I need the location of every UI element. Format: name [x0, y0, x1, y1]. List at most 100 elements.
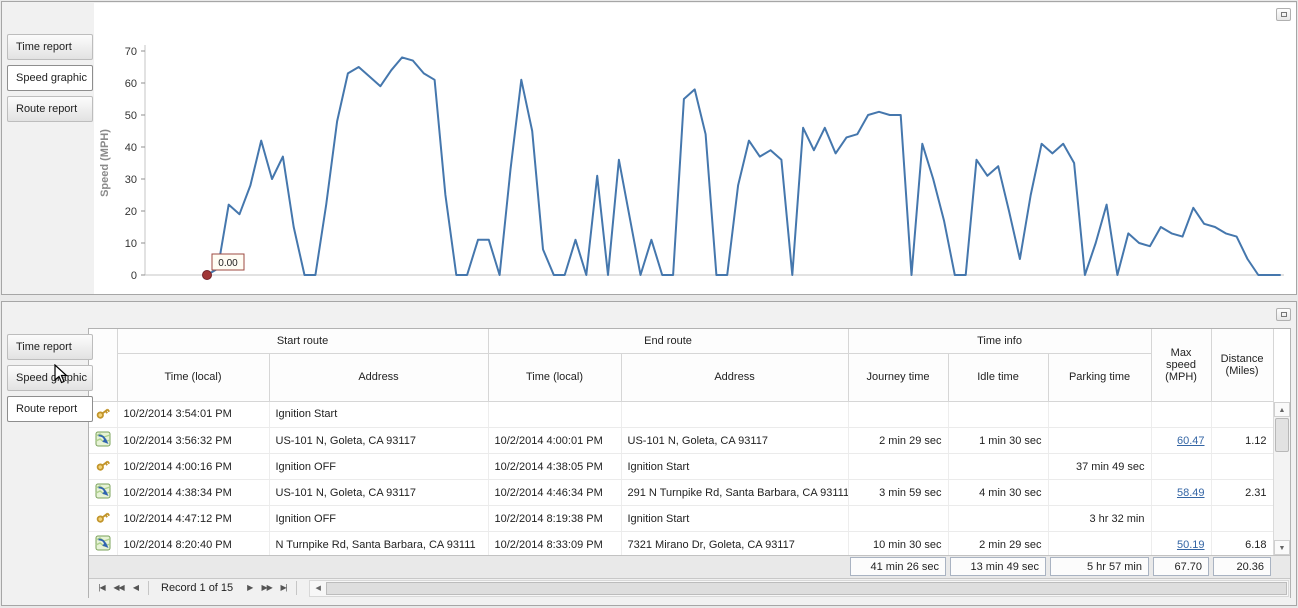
- start-address-cell: US-101 N, Goleta, CA 93117: [269, 479, 489, 506]
- end-time-cell: 10/2/2014 4:46:34 PM: [488, 479, 622, 506]
- table-row[interactable]: 10/2/2014 4:47:12 PM Ignition OFF 10/2/201…: [89, 505, 1273, 532]
- tab-label: Speed graphic: [16, 72, 87, 84]
- vertical-scrollbar[interactable]: ▲ ▼: [1273, 402, 1290, 555]
- journey-time-cell: 2 min 29 sec: [848, 427, 949, 454]
- column-header-parking-time[interactable]: Parking time: [1048, 353, 1152, 402]
- svg-text:20: 20: [125, 206, 137, 218]
- column-header-journey-time[interactable]: Journey time: [848, 353, 949, 402]
- summary-distance: 20.36: [1213, 557, 1271, 576]
- start-time-cell: 10/2/2014 3:54:01 PM: [117, 401, 270, 428]
- end-address-cell: Ignition Start: [621, 505, 849, 532]
- group-header-time-info[interactable]: Time info: [848, 329, 1152, 354]
- journey-time-cell: [848, 453, 949, 480]
- route-report-panel: Time report Speed graphic Route report S…: [1, 301, 1297, 606]
- column-header-start-address[interactable]: Address: [269, 353, 489, 402]
- start-time-cell: 10/2/2014 8:20:40 PM: [117, 531, 270, 555]
- tab-time-report[interactable]: Time report: [7, 34, 93, 60]
- speed-graphic-panel: 0 10 20 30 40 50 60 70 Speed (MPH) 0.00 Time repo…: [1, 1, 1297, 295]
- distance-cell: 1.12: [1211, 427, 1273, 454]
- vertical-scroll-thumb[interactable]: [1275, 418, 1289, 452]
- icon-column-header: [89, 329, 118, 402]
- parking-time-cell: [1048, 531, 1152, 555]
- svg-text:50: 50: [125, 110, 137, 122]
- next-record-button[interactable]: ▶: [247, 583, 253, 592]
- horizontal-scroll-thumb[interactable]: [326, 581, 1287, 595]
- max-speed-cell: [1151, 453, 1212, 480]
- table-row[interactable]: 10/2/2014 8:20:40 PM N Turnpike Rd, Santa…: [89, 531, 1273, 555]
- start-address-cell: Ignition Start: [269, 401, 489, 428]
- table-row[interactable]: 10/2/2014 4:38:34 PM US-101 N, Goleta, CA…: [89, 479, 1273, 506]
- column-header-max-speed[interactable]: Max speed (MPH): [1151, 329, 1212, 402]
- collapse-icon: [1280, 12, 1287, 17]
- end-address-cell: [621, 401, 849, 428]
- group-header-start-route[interactable]: Start route: [117, 329, 489, 354]
- grid-body-viewport: 10/2/2014 3:54:01 PM Ignition Start 10/2/2…: [89, 401, 1273, 555]
- svg-text:10: 10: [125, 238, 137, 250]
- column-header-distance[interactable]: Distance (Miles): [1211, 329, 1274, 402]
- top-panel-collapse-button[interactable]: [1276, 8, 1291, 21]
- end-time-cell: 10/2/2014 8:33:09 PM: [488, 531, 622, 555]
- bottom-panel-collapse-button[interactable]: [1276, 308, 1291, 321]
- key-icon: [96, 460, 111, 471]
- tab-route-report[interactable]: Route report: [7, 96, 93, 122]
- parking-time-cell: [1048, 479, 1152, 506]
- end-time-cell: 10/2/2014 8:19:38 PM: [488, 505, 622, 532]
- route-map-icon: [95, 535, 111, 551]
- svg-text:60: 60: [125, 78, 137, 90]
- route-icon-cell: [89, 427, 118, 454]
- parking-time-cell: [1048, 427, 1152, 454]
- record-count-label: Record 1 of 15: [161, 582, 234, 594]
- tab-label: Time report: [16, 41, 72, 53]
- column-header-end-time[interactable]: Time (local): [488, 353, 622, 402]
- start-time-cell: 10/2/2014 3:56:32 PM: [117, 427, 270, 454]
- column-header-start-time[interactable]: Time (local): [117, 353, 270, 402]
- column-header-idle-time[interactable]: Idle time: [948, 353, 1049, 402]
- prev-record-button[interactable]: ◀: [132, 583, 139, 592]
- max-speed-link[interactable]: 58.49: [1176, 486, 1205, 499]
- table-row[interactable]: 10/2/2014 3:56:32 PM US-101 N, Goleta, CA…: [89, 427, 1273, 454]
- first-record-button[interactable]: |◀: [98, 583, 105, 592]
- grid-header: Start route End route Time info Max spee…: [89, 329, 1274, 402]
- route-grid: Start route End route Time info Max spee…: [88, 328, 1291, 598]
- key-icon-cell: [89, 505, 118, 532]
- speed-chart[interactable]: 0 10 20 30 40 50 60 70 Speed (MPH) 0.00: [94, 3, 1296, 294]
- distance-cell: [1211, 401, 1273, 428]
- route-icon-cell: [89, 531, 118, 555]
- summary-row: 41 min 26 sec 13 min 49 sec 5 hr 57 min …: [89, 554, 1290, 578]
- pager-separator: [148, 581, 149, 595]
- tab-speed-graphic[interactable]: Speed graphic: [7, 65, 93, 91]
- max-speed-link[interactable]: 50.19: [1176, 538, 1205, 551]
- start-address-cell: N Turnpike Rd, Santa Barbara, CA 93111: [269, 531, 489, 555]
- distance-cell: [1211, 505, 1273, 532]
- parking-time-cell: 3 hr 32 min: [1048, 505, 1152, 532]
- table-row[interactable]: 10/2/2014 3:54:01 PM Ignition Start: [89, 401, 1273, 428]
- key-icon: [96, 512, 111, 523]
- next-page-button[interactable]: ▶▶: [261, 583, 273, 592]
- max-speed-cell: 60.47: [1151, 427, 1212, 454]
- scroll-left-icon[interactable]: ◀: [315, 584, 321, 592]
- start-time-cell: 10/2/2014 4:47:12 PM: [117, 505, 270, 532]
- end-address-cell: 7321 Mirano Dr, Goleta, CA 93117: [621, 531, 849, 555]
- max-speed-cell: [1151, 505, 1212, 532]
- horizontal-scrollbar[interactable]: ◀: [309, 579, 1289, 597]
- group-header-end-route[interactable]: End route: [488, 329, 849, 354]
- scroll-down-icon[interactable]: ▼: [1274, 540, 1290, 555]
- grid-body: 10/2/2014 3:54:01 PM Ignition Start 10/2/2…: [89, 401, 1273, 555]
- tab-time-report[interactable]: Time report: [7, 334, 93, 360]
- key-icon-cell: [89, 401, 118, 428]
- last-record-button[interactable]: ▶|: [280, 583, 288, 592]
- pager-separator: [296, 581, 298, 595]
- end-address-cell: Ignition Start: [621, 453, 849, 480]
- table-row[interactable]: 10/2/2014 4:00:16 PM Ignition OFF 10/2/201…: [89, 453, 1273, 480]
- prev-page-button[interactable]: ◀◀: [113, 583, 124, 592]
- scroll-up-icon[interactable]: ▲: [1274, 402, 1290, 417]
- summary-parking-time: 5 hr 57 min: [1050, 557, 1149, 576]
- tab-route-report[interactable]: Route report: [7, 396, 93, 422]
- end-time-cell: [488, 401, 622, 428]
- max-speed-link[interactable]: 60.47: [1176, 434, 1205, 447]
- end-time-cell: 10/2/2014 4:38:05 PM: [488, 453, 622, 480]
- start-address-cell: US-101 N, Goleta, CA 93117: [269, 427, 489, 454]
- tab-speed-graphic[interactable]: Speed graphic: [7, 365, 93, 391]
- column-header-end-address[interactable]: Address: [621, 353, 849, 402]
- key-icon: [96, 408, 111, 419]
